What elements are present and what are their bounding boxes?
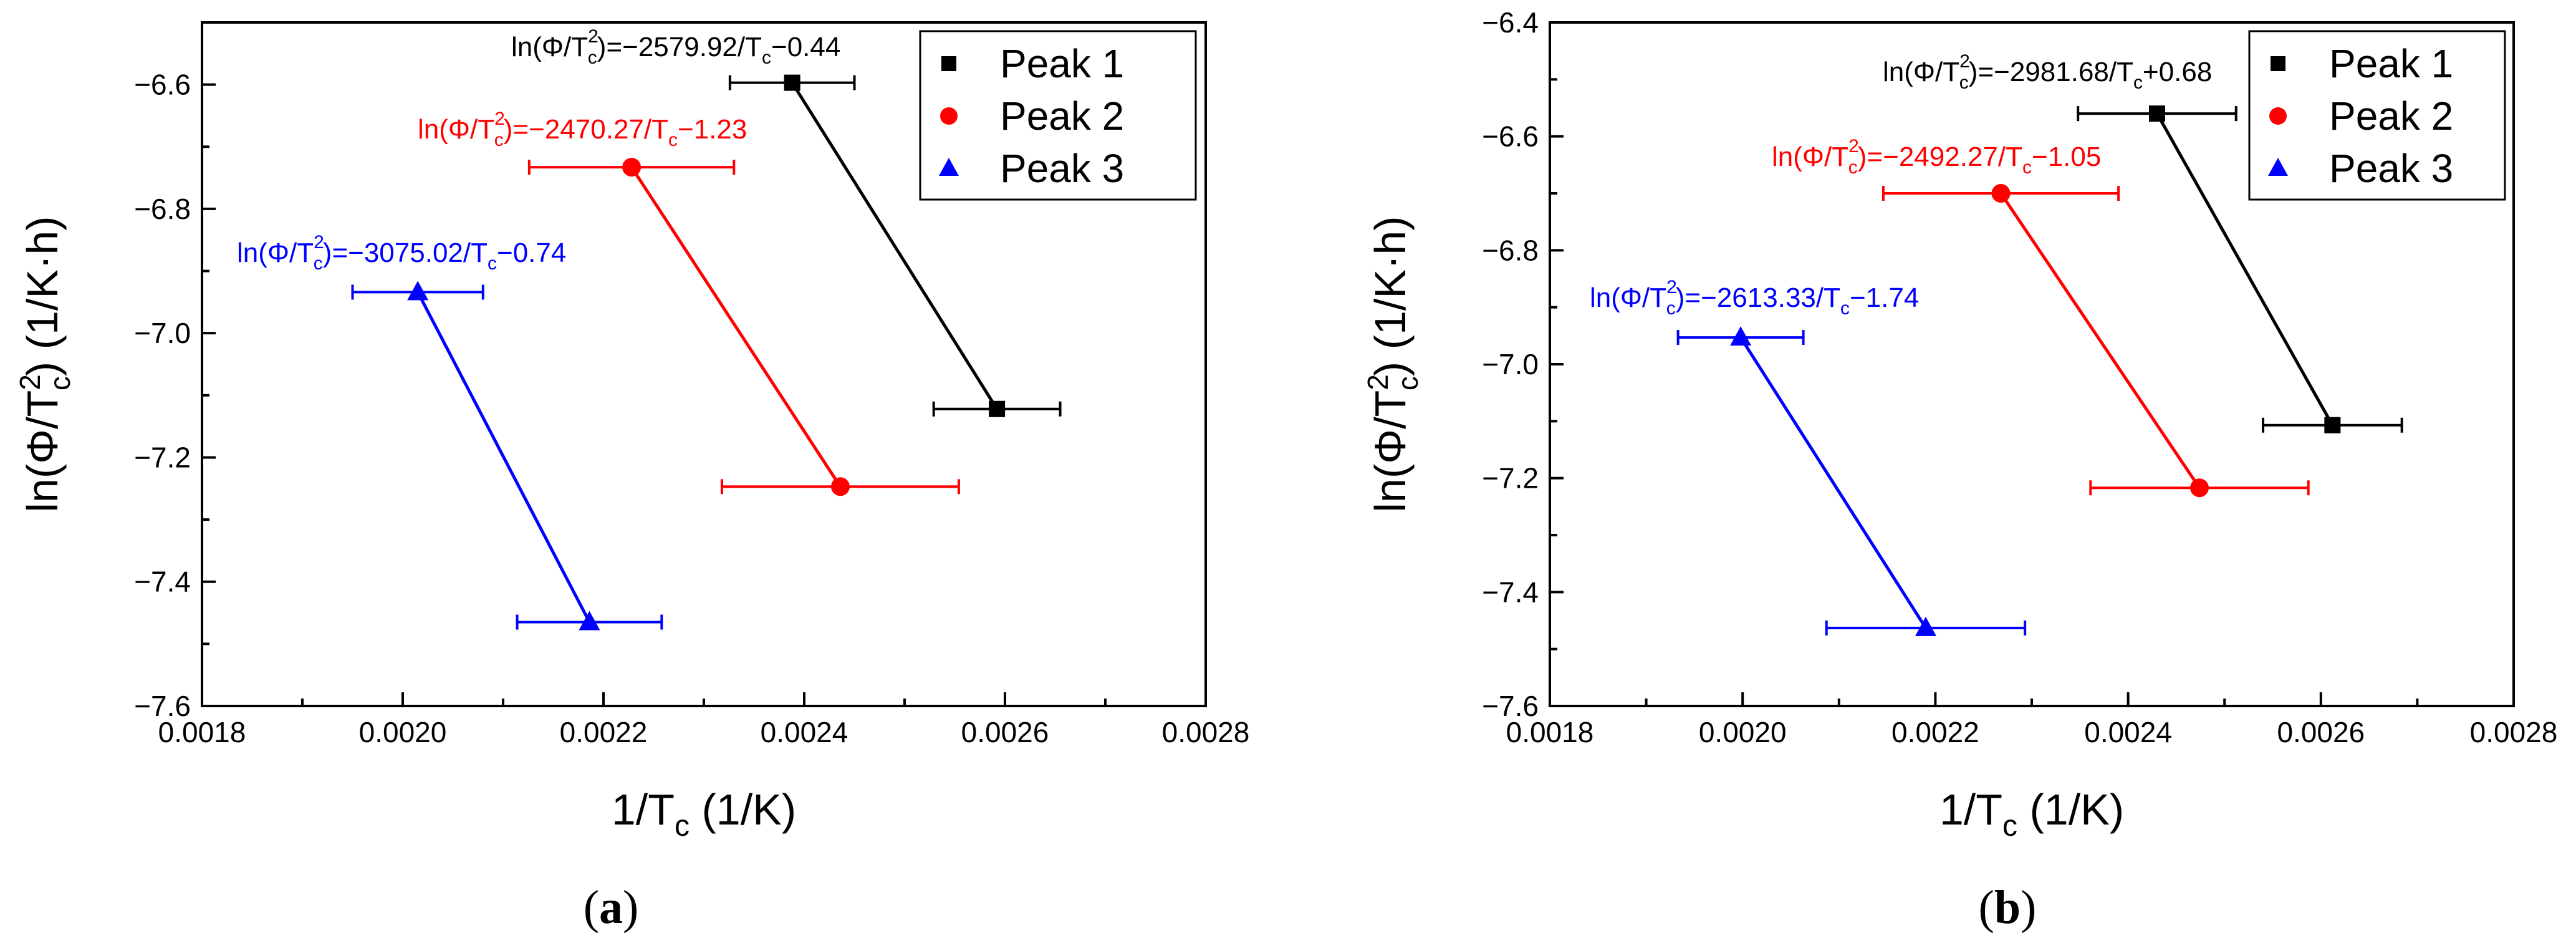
data-point <box>2190 478 2209 498</box>
x-tick-label: 0.0018 <box>1506 716 1594 748</box>
x-tick-label: 0.0024 <box>2084 716 2172 748</box>
y-tick-label: −7.0 <box>1482 348 1539 380</box>
y-tick-label: −7.0 <box>134 317 191 349</box>
y-axis-title: ln(Φ/T2c) (1/K·h) <box>1362 216 1424 512</box>
y-tick-label: −7.2 <box>134 441 191 473</box>
chart-panel-a: 0.0018 0.0020 0.0022 0.0024 0.0026 0.0028 −6.6… <box>14 21 1250 934</box>
legend-label: Peak 3 <box>1000 146 1124 191</box>
x-tick-label: 0.0028 <box>1162 716 1250 748</box>
y-tick-label: −6.4 <box>1482 6 1539 39</box>
y-tick-label: −7.2 <box>1482 462 1539 495</box>
x-tick-label: 0.0026 <box>961 716 1049 748</box>
legend-box <box>919 30 1197 201</box>
fit-equation: ln(Φ/T2 c)=−2579.92/Tc−0.44 <box>511 26 840 68</box>
fit-equation: ln(Φ/T2 c)=−2470.27/Tc−1.23 <box>418 109 747 150</box>
y-tick-label: −7.4 <box>134 566 191 598</box>
data-point <box>784 74 800 91</box>
y-tick-label: −7.6 <box>134 690 191 722</box>
fit-equation: ln(Φ/T2 c)=−2613.33/Tc−1.74 <box>1590 277 1919 319</box>
series-peak-2: ln(Φ/T2 c)=−2492.27/Tc−1.05 <box>1772 136 2310 498</box>
series-peak-3: ln(Φ/T2 c)=−2613.33/Tc−1.74 <box>1590 277 2027 636</box>
data-point <box>2324 417 2341 433</box>
series-peak-2: ln(Φ/T2 c)=−2470.27/Tc−1.23 <box>418 109 960 496</box>
data-point <box>579 611 600 631</box>
chart-panel-b: 0.0018 0.0020 0.0022 0.0024 0.0026 0.0028 −6.4… <box>1362 6 2557 934</box>
data-point <box>830 477 850 496</box>
y-tick-label: −7.6 <box>1482 690 1539 722</box>
data-point <box>989 400 1006 417</box>
x-tick-label: 0.0022 <box>1891 716 1979 748</box>
legend-marker <box>2269 107 2287 125</box>
x-tick-label: 0.0024 <box>761 716 848 748</box>
y-tick-label: −6.6 <box>134 69 191 101</box>
x-tick-label: 0.0020 <box>1699 716 1787 748</box>
legend-marker <box>2268 158 2288 176</box>
fit-equation: ln(Φ/T2 c)=−3075.02/Tc−0.74 <box>237 232 566 274</box>
y-tick-label: −6.8 <box>134 193 191 225</box>
series-peak-1: ln(Φ/T2 c)=−2579.92/Tc−0.44 <box>511 26 1062 417</box>
x-tick-label: 0.0026 <box>2277 716 2365 748</box>
fit-line <box>630 166 842 488</box>
legend-label: Peak 2 <box>1000 94 1124 138</box>
x-tick-label: 0.0018 <box>158 716 246 748</box>
legend-marker <box>941 56 956 71</box>
data-point <box>2148 105 2165 122</box>
x-axis-title: 1/Tc (1/K) <box>1939 785 2124 843</box>
x-tick-label: 0.0022 <box>560 716 648 748</box>
legend-label: Peak 1 <box>1000 41 1124 86</box>
data-point <box>407 281 429 301</box>
data-point <box>1730 326 1752 346</box>
fit-equation: ln(Φ/T2 c)=−2981.68/Tc+0.68 <box>1883 51 2212 93</box>
legend-marker <box>940 107 958 125</box>
y-tick-label: −6.6 <box>1482 120 1539 153</box>
fit-line <box>416 291 591 623</box>
data-point <box>622 158 642 177</box>
fit-line <box>791 82 999 410</box>
series-peak-3: ln(Φ/T2 c)=−3075.02/Tc−0.74 <box>237 232 663 631</box>
fit-line <box>1739 336 1928 629</box>
y-tick-label: −7.4 <box>1482 576 1539 608</box>
panel-label: (a) <box>584 881 639 934</box>
legend: Peak 1 Peak 2 Peak 3 <box>919 30 1197 201</box>
legend: Peak 1 Peak 2 Peak 3 <box>2248 30 2506 201</box>
panel-label: (b) <box>1979 881 2037 934</box>
legend-marker <box>2271 56 2285 71</box>
fit-line <box>2155 112 2334 426</box>
x-tick-label: 0.0028 <box>2470 716 2558 748</box>
series-peak-1: ln(Φ/T2 c)=−2981.68/Tc+0.68 <box>1883 51 2403 433</box>
y-axis-title: ln(Φ/T2c) (1/K·h) <box>14 216 76 512</box>
y-tick-label: −6.8 <box>1482 234 1539 266</box>
legend-label: Peak 1 <box>2329 41 2453 86</box>
x-axis-title: 1/Tc (1/K) <box>612 785 796 843</box>
data-point <box>1915 616 1936 636</box>
legend-box <box>2248 30 2506 201</box>
data-point <box>1991 184 2011 203</box>
fit-equation: ln(Φ/T2 c)=−2492.27/Tc−1.05 <box>1772 136 2101 178</box>
legend-marker <box>939 158 959 176</box>
legend-label: Peak 2 <box>2329 94 2453 138</box>
fit-line <box>1999 192 2201 489</box>
legend-label: Peak 3 <box>2329 146 2453 191</box>
x-tick-label: 0.0020 <box>359 716 447 748</box>
